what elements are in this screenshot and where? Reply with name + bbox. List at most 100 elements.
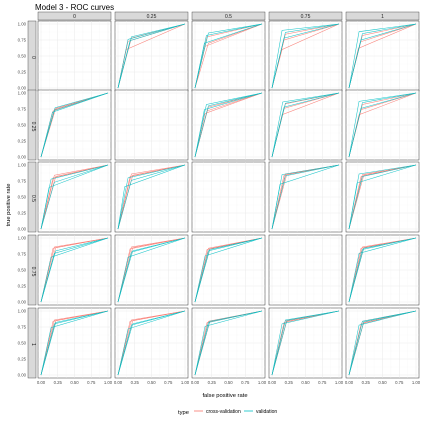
roc-curve-validation	[194, 310, 263, 376]
y-tick-label: 0.75	[18, 179, 27, 184]
x-tick-label: 1.00	[181, 380, 190, 385]
y-tick-label: 1.00	[18, 22, 27, 27]
x-tick-label: 0.25	[131, 380, 140, 385]
roc-curve-validation	[194, 23, 263, 89]
roc-curve-validation	[348, 237, 417, 303]
roc-curve-validation	[348, 23, 417, 89]
facet-strip-col	[114, 11, 189, 21]
y-tick-label: 0.50	[18, 341, 27, 346]
roc-curve-cross-validation	[117, 310, 186, 376]
roc-curve-validation	[117, 237, 186, 303]
roc-curve-validation	[117, 164, 186, 230]
y-tick-label: 0.75	[18, 107, 27, 112]
roc-curve-validation	[40, 310, 109, 376]
roc-curve-cross-validation	[194, 23, 263, 89]
facet-strip-col	[37, 11, 112, 21]
y-tick-label: 1.00	[18, 163, 27, 168]
y-axis-title: true positive rate	[6, 184, 12, 227]
x-tick-label: 1.00	[104, 380, 113, 385]
facet-strip-col	[191, 11, 266, 21]
x-tick-label: 0.00	[191, 380, 200, 385]
facet-strip-row	[27, 161, 37, 233]
x-tick-label: 0.00	[114, 380, 123, 385]
roc-curve-validation	[194, 310, 263, 376]
roc-curve-validation	[194, 237, 263, 303]
roc-curve-validation	[194, 237, 263, 303]
roc-curve-validation	[117, 237, 186, 303]
roc-curve-validation	[194, 92, 263, 158]
x-tick-label: 0.00	[345, 380, 354, 385]
y-tick-label: 0.25	[18, 357, 27, 362]
roc-curve-validation	[271, 23, 340, 89]
chart-title: Model 3 - ROC curves	[35, 3, 114, 12]
facet-strip-col-label: 0.5	[225, 14, 232, 20]
x-tick-label: 0.25	[54, 380, 63, 385]
y-tick-label: 0.00	[18, 227, 27, 232]
roc-curve-cross-validation	[117, 237, 186, 303]
y-tick-label: 0.50	[18, 54, 27, 59]
roc-curve-validation	[271, 164, 340, 230]
roc-curve-validation	[348, 237, 417, 303]
y-tick-label: 0.75	[18, 325, 27, 330]
roc-curve-validation	[40, 237, 109, 303]
x-tick-label: 1.00	[335, 380, 344, 385]
roc-curve-validation	[117, 310, 186, 376]
roc-curve-cross-validation	[348, 164, 417, 230]
y-tick-label: 0.00	[18, 373, 27, 378]
y-tick-label: 0.50	[18, 195, 27, 200]
roc-curve-validation	[40, 164, 109, 230]
facet-strip-col	[345, 11, 420, 21]
y-tick-label: 1.00	[18, 91, 27, 96]
x-tick-label: 0.25	[208, 380, 217, 385]
roc-curve-validation	[117, 310, 186, 376]
y-tick-label: 0.25	[18, 139, 27, 144]
x-tick-label: 0.50	[70, 380, 79, 385]
roc-curve-validation	[194, 23, 263, 89]
roc-curve-validation	[40, 92, 109, 158]
roc-curve-validation	[117, 23, 186, 89]
y-tick-label: 0.50	[18, 123, 27, 128]
roc-curve-validation	[348, 164, 417, 230]
legend-label-cross-validation: cross-validation	[206, 409, 241, 415]
x-tick-label: 0.00	[268, 380, 277, 385]
roc-curve-validation	[40, 164, 109, 230]
roc-curve-validation	[348, 310, 417, 376]
roc-curve-validation	[271, 164, 340, 230]
roc-curve-validation	[271, 92, 340, 158]
roc-curve-validation	[40, 237, 109, 303]
y-tick-label: 1.00	[18, 236, 27, 241]
y-tick-label: 0.75	[18, 252, 27, 257]
roc-curve-validation	[348, 164, 417, 230]
facet-strip-row-label: 0.5	[30, 195, 36, 202]
roc-curve-validation	[117, 164, 186, 230]
x-tick-label: 0.50	[224, 380, 233, 385]
roc-curve-validation	[271, 310, 340, 376]
roc-curve-validation	[40, 310, 109, 376]
facet-strip-row	[27, 307, 37, 379]
x-tick-label: 0.75	[164, 380, 173, 385]
facet-strip-col-label: 0.25	[147, 14, 157, 20]
facet-strip-row-label: 0	[30, 56, 36, 59]
x-tick-label: 0.50	[378, 380, 387, 385]
x-tick-label: 1.00	[412, 380, 421, 385]
x-tick-label: 0.25	[362, 380, 371, 385]
x-tick-label: 0.75	[241, 380, 250, 385]
roc-curve-validation	[271, 310, 340, 376]
x-tick-label: 0.75	[87, 380, 96, 385]
y-tick-label: 0.25	[18, 211, 27, 216]
facet-strip-col-label: 1	[381, 14, 384, 20]
legend-title: type	[178, 410, 189, 416]
roc-curve-validation	[194, 92, 263, 158]
facet-strip-row-label: 0.75	[30, 267, 36, 277]
roc-curve-validation	[348, 23, 417, 89]
y-tick-label: 0.50	[18, 268, 27, 273]
roc-curve-validation	[117, 23, 186, 89]
y-tick-label: 0.25	[18, 284, 27, 289]
roc-curve-validation	[271, 23, 340, 89]
roc-curve-validation	[117, 164, 186, 230]
legend: type cross-validation validation	[178, 409, 277, 416]
roc-curve-cross-validation	[40, 237, 109, 303]
y-tick-label: 0.00	[18, 300, 27, 305]
x-tick-label: 0.50	[301, 380, 310, 385]
